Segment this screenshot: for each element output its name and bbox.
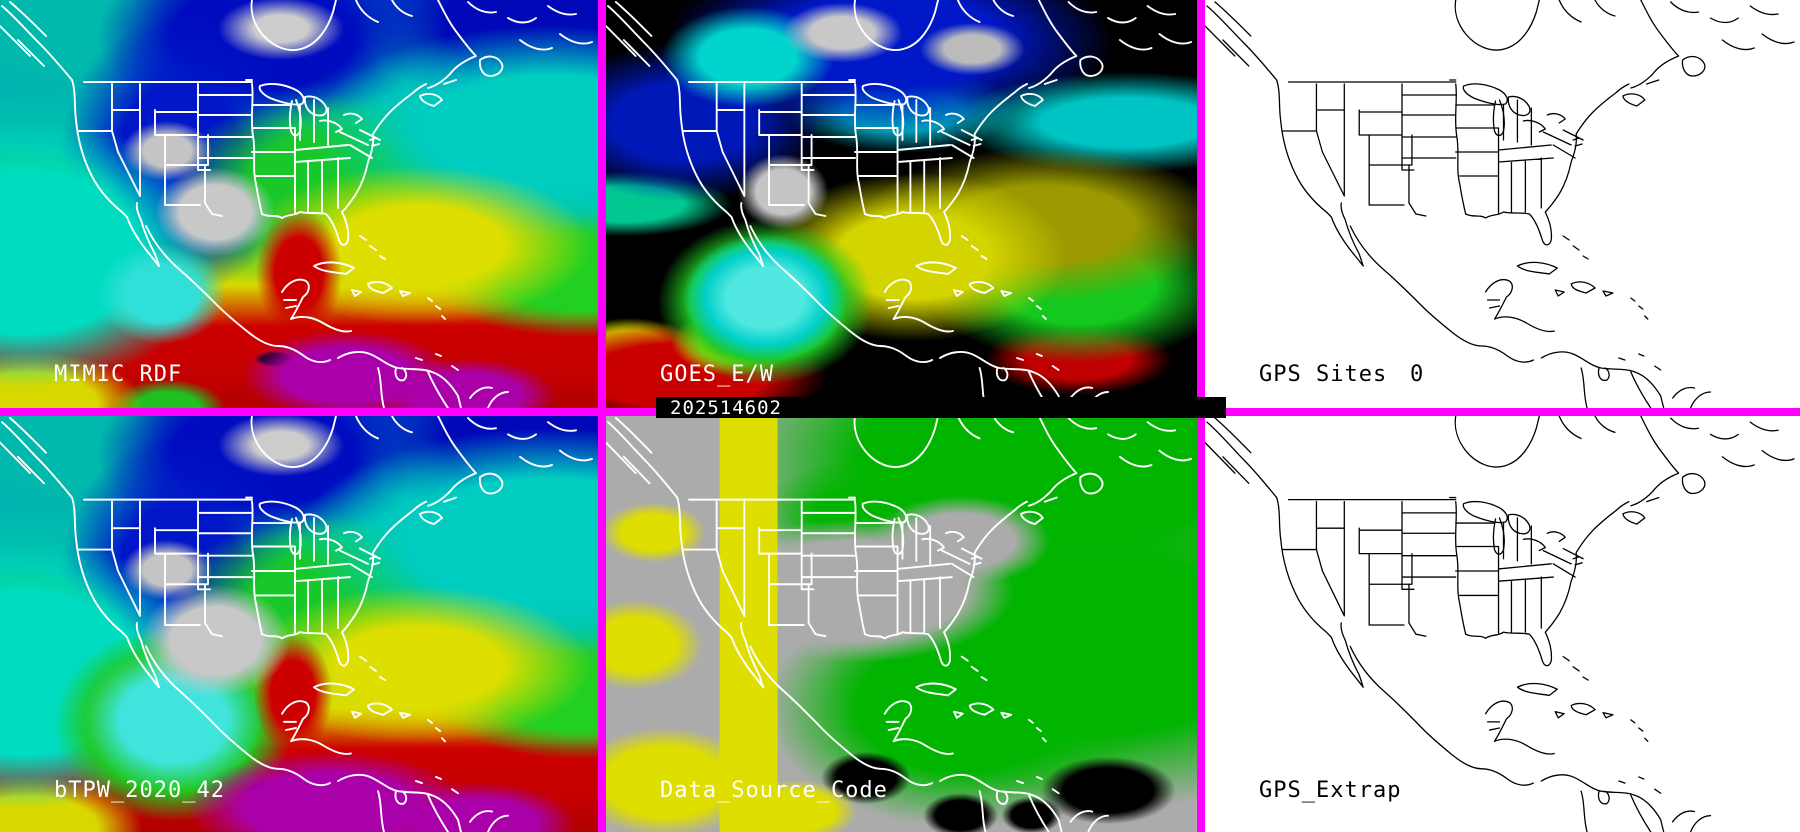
timestamp-text: 202514602 bbox=[670, 396, 782, 419]
panel-label-mimic: MIMIC RDF bbox=[54, 362, 183, 387]
panel-gps-sites: GPS Sites 0 bbox=[1205, 0, 1800, 408]
panel-goes-ew: GOES_E/W bbox=[606, 0, 1197, 408]
panel-label-gps-sites: GPS Sites bbox=[1259, 362, 1388, 387]
gps-sites-count: 0 bbox=[1410, 362, 1424, 387]
btpw-field bbox=[0, 416, 598, 832]
north-america-map-outline bbox=[606, 0, 1197, 408]
mimic-tpw-field bbox=[0, 0, 598, 408]
timestamp-bar: 202514602 bbox=[656, 396, 1226, 419]
panel-gps-extrap: GPS_Extrap bbox=[1205, 416, 1800, 832]
panel-label-btpw: bTPW_2020_42 bbox=[54, 778, 225, 803]
data-source-field bbox=[606, 416, 1197, 832]
north-america-map-outline bbox=[0, 0, 598, 408]
panel-label-goes: GOES_E/W bbox=[660, 362, 774, 387]
panel-btpw: bTPW_2020_42 bbox=[0, 416, 598, 832]
gps-extrap-map-background bbox=[1205, 416, 1800, 832]
panel-label-data-source: Data_Source_Code bbox=[660, 778, 888, 803]
goes-satellite-field bbox=[606, 0, 1197, 408]
north-america-map-outline bbox=[1205, 0, 1800, 408]
north-america-map-outline bbox=[606, 416, 1197, 832]
gps-sites-map-background bbox=[1205, 0, 1800, 408]
panel-mimic-rdf: MIMIC RDF bbox=[0, 0, 598, 408]
north-america-map-outline bbox=[0, 416, 598, 832]
north-america-map-outline bbox=[1205, 416, 1800, 832]
panel-data-source-code: Data_Source_Code bbox=[606, 416, 1197, 832]
panel-label-gps-extrap: GPS_Extrap bbox=[1259, 778, 1402, 803]
